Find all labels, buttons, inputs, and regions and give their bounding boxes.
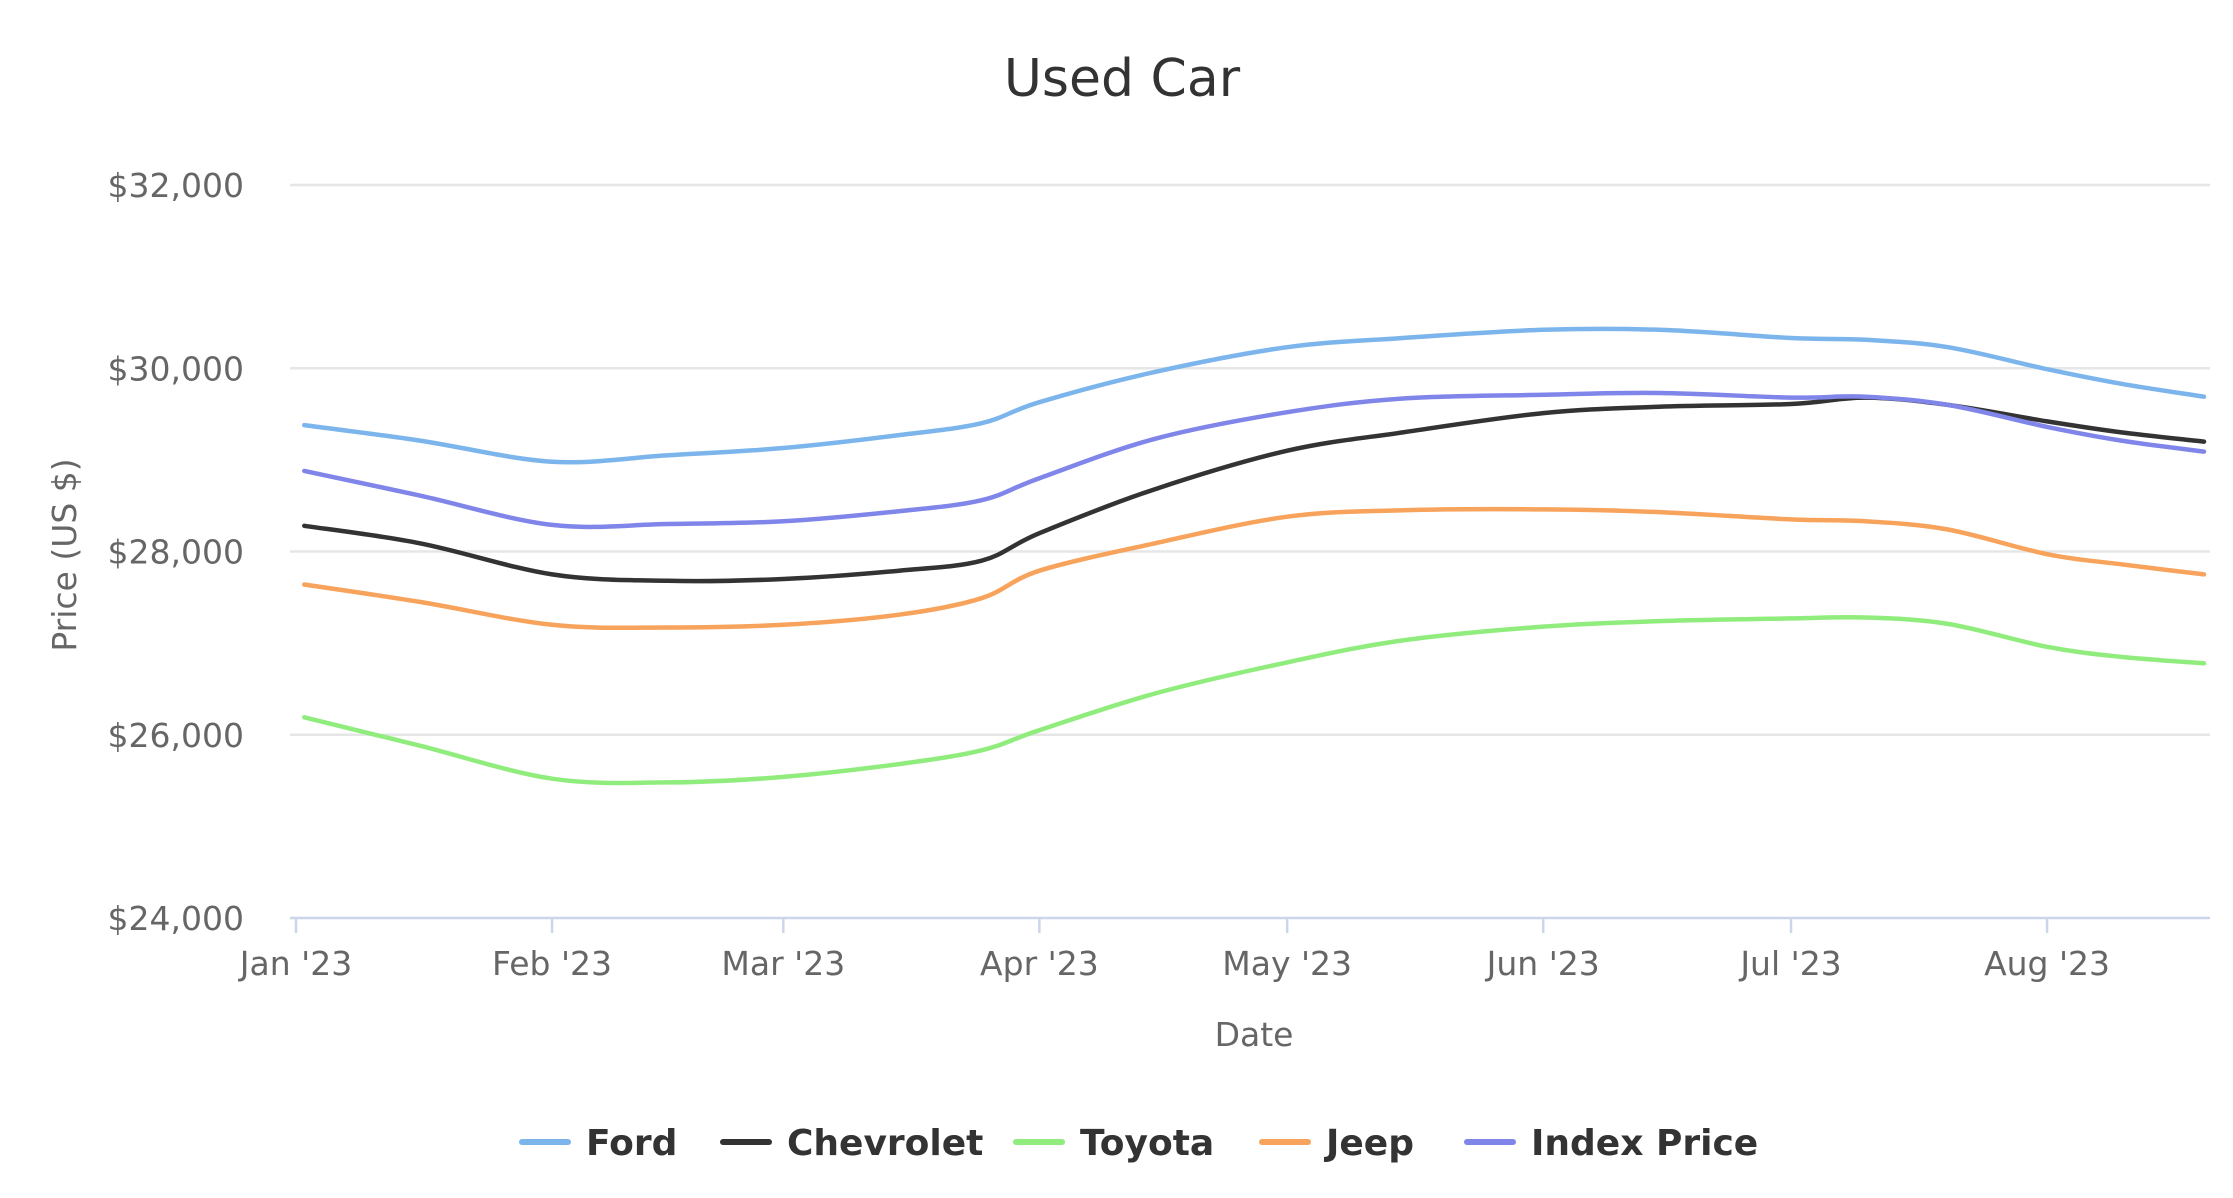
x-axis-title: Date	[1215, 1015, 1294, 1054]
legend: Ford Chevrolet Toyota Jeep Index Price	[519, 1123, 1758, 1164]
series-lines	[302, 326, 2207, 786]
legend-label: Jeep	[1323, 1123, 1414, 1164]
x-tick-label: Jul '23	[1738, 944, 1841, 983]
x-axis: Jan '23 Feb '23 Mar '23 Apr '23 May '23 Jun '…	[238, 916, 2210, 983]
y-axis: $24,000 $26,000 $28,000 $30,000 $32,000	[108, 166, 244, 938]
legend-item-toyota[interactable]: Toyota	[1013, 1123, 1214, 1164]
x-tick-label: Mar '23	[721, 944, 845, 983]
series-line-jeep	[302, 506, 2207, 631]
legend-label: Index Price	[1531, 1123, 1758, 1164]
legend-item-chevrolet[interactable]: Chevrolet	[720, 1123, 983, 1164]
y-tick-label: $26,000	[108, 716, 244, 755]
legend-label: Toyota	[1080, 1123, 1214, 1164]
y-axis-title: Price (US $)	[45, 458, 84, 651]
x-tick-label: May '23	[1222, 944, 1352, 983]
legend-label: Ford	[586, 1123, 677, 1164]
x-tick-label: Jun '23	[1485, 944, 1600, 983]
y-tick-label: $32,000	[108, 166, 244, 205]
y-tick-label: $28,000	[108, 533, 244, 572]
series-line-toyota	[302, 614, 2207, 786]
series-line-index-price	[302, 390, 2207, 530]
y-tick-label: $24,000	[108, 899, 244, 938]
x-tick-label: Jan '23	[238, 944, 352, 983]
legend-label: Chevrolet	[787, 1123, 983, 1164]
y-tick-label: $30,000	[108, 349, 244, 388]
x-tick-label: Feb '23	[492, 944, 612, 983]
series-line-ford	[302, 326, 2207, 465]
x-tick-label: Apr '23	[980, 944, 1099, 983]
x-tick-label: Aug '23	[1984, 944, 2110, 983]
legend-item-index-price[interactable]: Index Price	[1464, 1123, 1758, 1164]
series-line-chevrolet	[302, 395, 2207, 584]
gridlines	[290, 183, 2210, 736]
legend-item-jeep[interactable]: Jeep	[1259, 1123, 1414, 1164]
legend-item-ford[interactable]: Ford	[519, 1123, 677, 1164]
chart-title: Used Car	[1004, 49, 1241, 109]
